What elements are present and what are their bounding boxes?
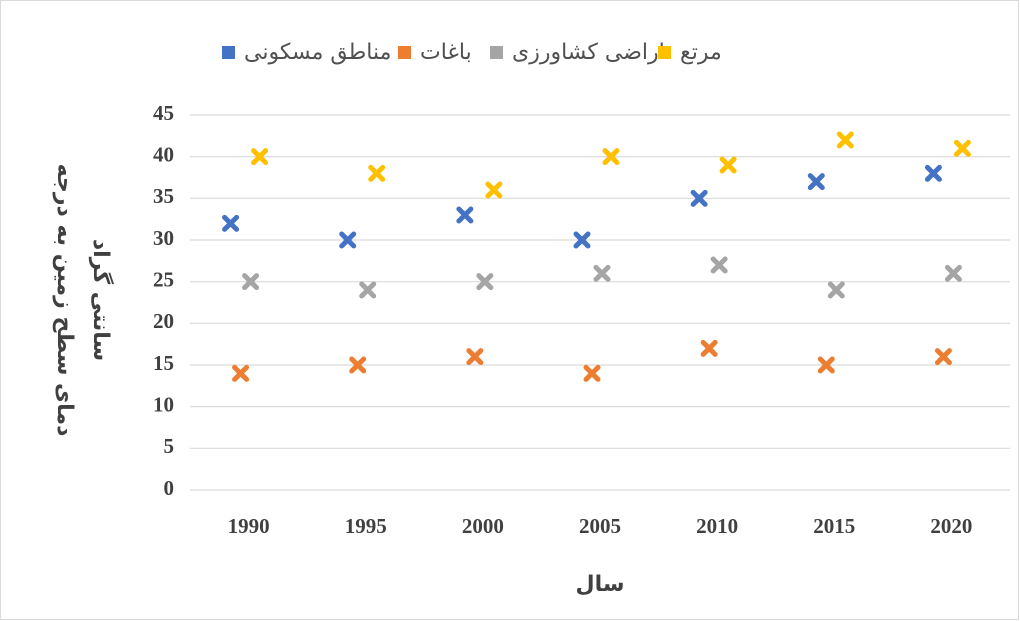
y-axis-title-line: سانتی گراد <box>88 239 115 361</box>
legend-label: باغات <box>420 40 472 65</box>
legend-swatch <box>490 46 503 59</box>
marker <box>368 164 386 182</box>
legend-swatch <box>398 46 411 59</box>
marker <box>700 339 718 357</box>
marker <box>827 281 845 299</box>
marker <box>690 189 708 207</box>
marker <box>602 148 620 166</box>
x-tick-label: 2005 <box>579 514 621 538</box>
y-tick-label: 30 <box>153 226 174 250</box>
legend-swatch <box>658 46 671 59</box>
marker <box>817 356 835 374</box>
x-tick-label: 2020 <box>930 514 972 538</box>
y-tick-label: 40 <box>153 142 174 166</box>
y-tick-label: 25 <box>153 267 174 291</box>
legend-label: مرتع <box>680 40 722 65</box>
x-tick-label: 2000 <box>462 514 504 538</box>
x-tick-label: 1995 <box>345 514 387 538</box>
marker <box>573 231 591 249</box>
y-tick-label: 10 <box>153 392 174 416</box>
marker <box>934 348 952 366</box>
marker <box>339 231 357 249</box>
legend-swatch <box>222 46 235 59</box>
marker <box>242 273 260 291</box>
y-tick-label: 45 <box>153 101 174 125</box>
legend-label: اراضی کشاورزی <box>512 40 665 65</box>
x-tick-label: 1990 <box>228 514 270 538</box>
y-tick-label: 5 <box>164 434 175 458</box>
marker <box>836 131 854 149</box>
marker <box>232 364 250 382</box>
y-tick-label: 35 <box>153 184 174 208</box>
marker <box>466 348 484 366</box>
y-tick-label: 15 <box>153 351 174 375</box>
x-tick-label: 2015 <box>813 514 855 538</box>
marker <box>953 139 971 157</box>
marker <box>710 256 728 274</box>
marker <box>251 148 269 166</box>
marker <box>485 181 503 199</box>
marker <box>583 364 601 382</box>
marker <box>222 214 240 232</box>
marker <box>476 273 494 291</box>
marker <box>807 173 825 191</box>
marker <box>349 356 367 374</box>
marker <box>456 206 474 224</box>
y-axis-title-line: دمای سطح زمین به درجه <box>52 164 77 437</box>
x-axis-title: سال <box>576 572 625 597</box>
x-tick-label: 2010 <box>696 514 738 538</box>
y-tick-label: 0 <box>164 476 175 500</box>
y-tick-label: 20 <box>153 309 174 333</box>
y-axis-title: دمای سطح زمین به درجه سانتی گراد <box>52 164 115 437</box>
marker <box>944 264 962 282</box>
marker <box>924 164 942 182</box>
marker <box>719 156 737 174</box>
marker <box>593 264 611 282</box>
marker <box>359 281 377 299</box>
legend-label: مناطق مسکونی <box>244 40 391 65</box>
